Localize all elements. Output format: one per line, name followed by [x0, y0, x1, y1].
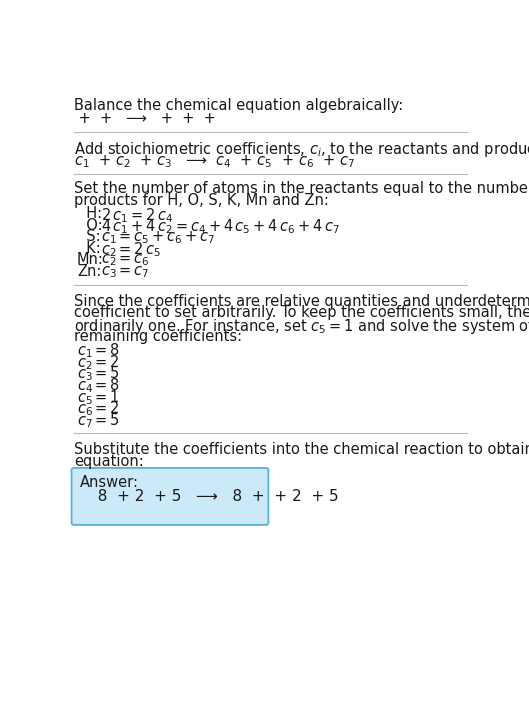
- Text: Since the coefficients are relative quantities and underdetermined, choose a: Since the coefficients are relative quan…: [74, 294, 529, 309]
- Text: ordinarily one. For instance, set $c_5 = 1$ and solve the system of equations fo: ordinarily one. For instance, set $c_5 =…: [74, 317, 529, 336]
- Text: Add stoichiometric coefficients, $c_i$, to the reactants and products:: Add stoichiometric coefficients, $c_i$, …: [74, 140, 529, 159]
- Text: O:: O:: [77, 218, 103, 233]
- Text: Answer:: Answer:: [80, 475, 139, 490]
- Text: $c_2 = 2$: $c_2 = 2$: [77, 353, 120, 372]
- Text: $2\,c_1 = 2\,c_4$: $2\,c_1 = 2\,c_4$: [101, 206, 174, 225]
- Text: $c_2 = c_6$: $c_2 = c_6$: [101, 252, 150, 268]
- Text: products for H, O, S, K, Mn and Zn:: products for H, O, S, K, Mn and Zn:: [74, 193, 329, 208]
- FancyBboxPatch shape: [71, 468, 268, 525]
- Text: $c_2 = 2\,c_5$: $c_2 = 2\,c_5$: [101, 241, 161, 260]
- Text: S:: S:: [77, 229, 101, 244]
- Text: remaining coefficients:: remaining coefficients:: [74, 328, 242, 343]
- Text: $c_3 = 5$: $c_3 = 5$: [77, 364, 120, 383]
- Text: $4\,c_1 + 4\,c_2 = c_4 + 4\,c_5 + 4\,c_6 + 4\,c_7$: $4\,c_1 + 4\,c_2 = c_4 + 4\,c_5 + 4\,c_6…: [101, 218, 340, 236]
- Text: K:: K:: [77, 241, 101, 256]
- Text: $c_3 = c_7$: $c_3 = c_7$: [101, 264, 150, 280]
- Text: $c_6 = 2$: $c_6 = 2$: [77, 399, 120, 418]
- Text: Set the number of atoms in the reactants equal to the number of atoms in the: Set the number of atoms in the reactants…: [74, 181, 529, 197]
- Text: +  +   ⟶   +  +  +: + + ⟶ + + +: [74, 111, 220, 127]
- Text: Zn:: Zn:: [77, 264, 102, 279]
- Text: 8  + 2  + 5   ⟶   8  +  + 2  + 5: 8 + 2 + 5 ⟶ 8 + + 2 + 5: [88, 489, 343, 505]
- Text: $c_1 = c_5 + c_6 + c_7$: $c_1 = c_5 + c_6 + c_7$: [101, 229, 215, 246]
- Text: $c_1$  + $c_2$  + $c_3$   ⟶  $c_4$  + $c_5$  + $c_6$  + $c_7$: $c_1$ + $c_2$ + $c_3$ ⟶ $c_4$ + $c_5$ + …: [74, 153, 355, 170]
- Text: $c_1 = 8$: $c_1 = 8$: [77, 342, 120, 360]
- Text: coefficient to set arbitrarily. To keep the coefficients small, the arbitrary va: coefficient to set arbitrarily. To keep …: [74, 305, 529, 320]
- Text: $c_7 = 5$: $c_7 = 5$: [77, 411, 120, 429]
- Text: equation:: equation:: [74, 454, 144, 469]
- Text: $c_5 = 1$: $c_5 = 1$: [77, 388, 120, 406]
- Text: $c_4 = 8$: $c_4 = 8$: [77, 376, 120, 395]
- Text: Mn:: Mn:: [77, 252, 104, 268]
- Text: H:: H:: [77, 206, 102, 221]
- Text: Substitute the coefficients into the chemical reaction to obtain the balanced: Substitute the coefficients into the che…: [74, 442, 529, 458]
- Text: Balance the chemical equation algebraically:: Balance the chemical equation algebraica…: [74, 98, 403, 113]
